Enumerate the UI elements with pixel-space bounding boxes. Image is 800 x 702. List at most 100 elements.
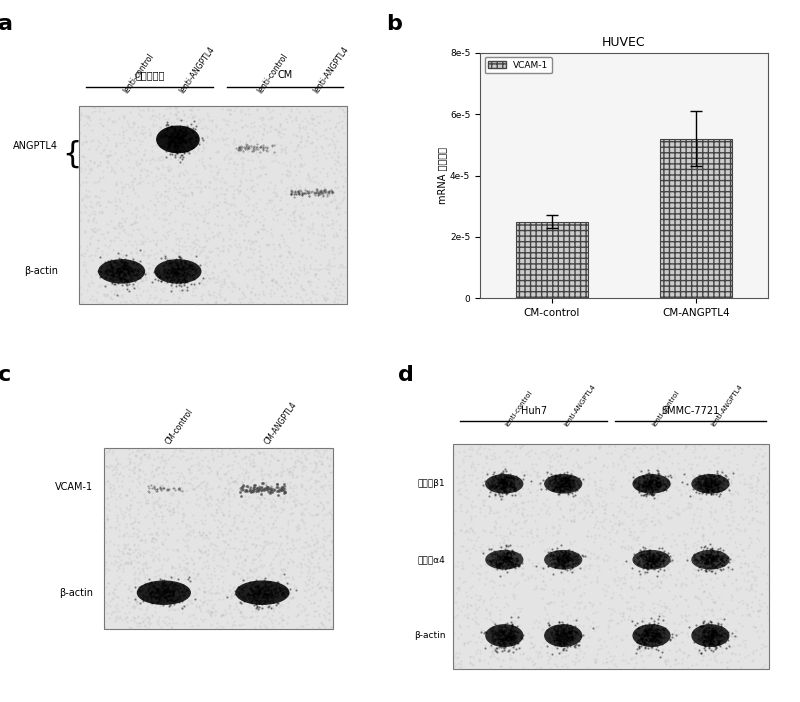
- Point: [251, 533, 264, 544]
- Point: [140, 165, 153, 176]
- Point: [461, 598, 474, 609]
- Point: [550, 528, 563, 539]
- Point: [142, 584, 154, 595]
- Point: [101, 263, 114, 274]
- Point: [162, 268, 175, 279]
- Point: [228, 543, 241, 554]
- Point: [485, 647, 498, 658]
- Point: [318, 510, 330, 521]
- Point: [178, 472, 190, 483]
- Point: [99, 291, 112, 302]
- Point: [532, 508, 545, 519]
- Point: [643, 468, 656, 479]
- Point: [206, 444, 218, 455]
- Point: [307, 465, 320, 476]
- Point: [585, 559, 598, 570]
- Point: [259, 119, 272, 131]
- Point: [132, 477, 145, 488]
- Point: [334, 198, 346, 209]
- Point: [492, 561, 505, 572]
- Point: [186, 282, 199, 293]
- Point: [498, 479, 510, 490]
- Point: [168, 102, 181, 114]
- Point: [140, 604, 153, 615]
- Point: [702, 555, 714, 567]
- Point: [738, 473, 750, 484]
- Point: [174, 251, 186, 263]
- Point: [638, 642, 651, 653]
- Point: [704, 554, 717, 565]
- Point: [256, 561, 269, 572]
- Point: [191, 143, 204, 154]
- Point: [497, 556, 510, 567]
- Point: [153, 593, 166, 604]
- Point: [503, 553, 516, 564]
- Point: [704, 637, 717, 649]
- Point: [496, 482, 509, 494]
- Point: [152, 541, 165, 552]
- Point: [495, 473, 508, 484]
- Point: [166, 135, 178, 146]
- Point: [219, 151, 232, 162]
- Point: [154, 284, 167, 295]
- Point: [566, 475, 579, 486]
- Point: [503, 468, 516, 479]
- Point: [163, 139, 176, 150]
- Point: [489, 471, 502, 482]
- Point: [493, 630, 506, 642]
- Point: [500, 562, 513, 574]
- Point: [565, 515, 578, 526]
- Point: [134, 597, 146, 609]
- Point: [732, 655, 745, 666]
- Point: [282, 110, 295, 121]
- Point: [127, 117, 140, 128]
- Point: [244, 588, 257, 600]
- Point: [309, 458, 322, 469]
- Point: [74, 282, 86, 293]
- Point: [163, 588, 176, 600]
- Point: [331, 278, 344, 289]
- Point: [110, 180, 122, 191]
- Point: [705, 565, 718, 576]
- Point: [569, 627, 582, 638]
- Point: [104, 273, 117, 284]
- Point: [651, 503, 664, 515]
- Point: [246, 237, 259, 248]
- Point: [220, 163, 233, 174]
- Point: [497, 637, 510, 649]
- Point: [529, 515, 542, 526]
- Point: [182, 571, 195, 583]
- Point: [222, 478, 235, 489]
- Point: [195, 185, 208, 197]
- Point: [296, 190, 309, 201]
- Point: [534, 569, 546, 580]
- Point: [114, 272, 126, 284]
- Point: [168, 584, 181, 595]
- Point: [141, 165, 154, 176]
- Point: [254, 583, 266, 595]
- Point: [258, 572, 271, 583]
- Point: [273, 251, 286, 262]
- Point: [233, 461, 246, 472]
- Point: [716, 559, 729, 571]
- Point: [147, 199, 160, 210]
- Point: [227, 135, 240, 147]
- Point: [185, 452, 198, 463]
- Point: [638, 485, 651, 496]
- Point: [245, 481, 258, 492]
- Point: [250, 264, 262, 275]
- Point: [566, 557, 578, 569]
- Point: [154, 190, 167, 201]
- Point: [636, 498, 649, 510]
- Point: [290, 188, 302, 199]
- Point: [707, 481, 720, 492]
- Point: [498, 511, 511, 522]
- Point: [626, 468, 639, 479]
- Point: [277, 553, 290, 564]
- Point: [172, 267, 185, 278]
- Point: [134, 236, 147, 247]
- Point: [646, 552, 658, 564]
- Point: [162, 139, 175, 150]
- Point: [727, 515, 740, 526]
- Point: [719, 554, 732, 565]
